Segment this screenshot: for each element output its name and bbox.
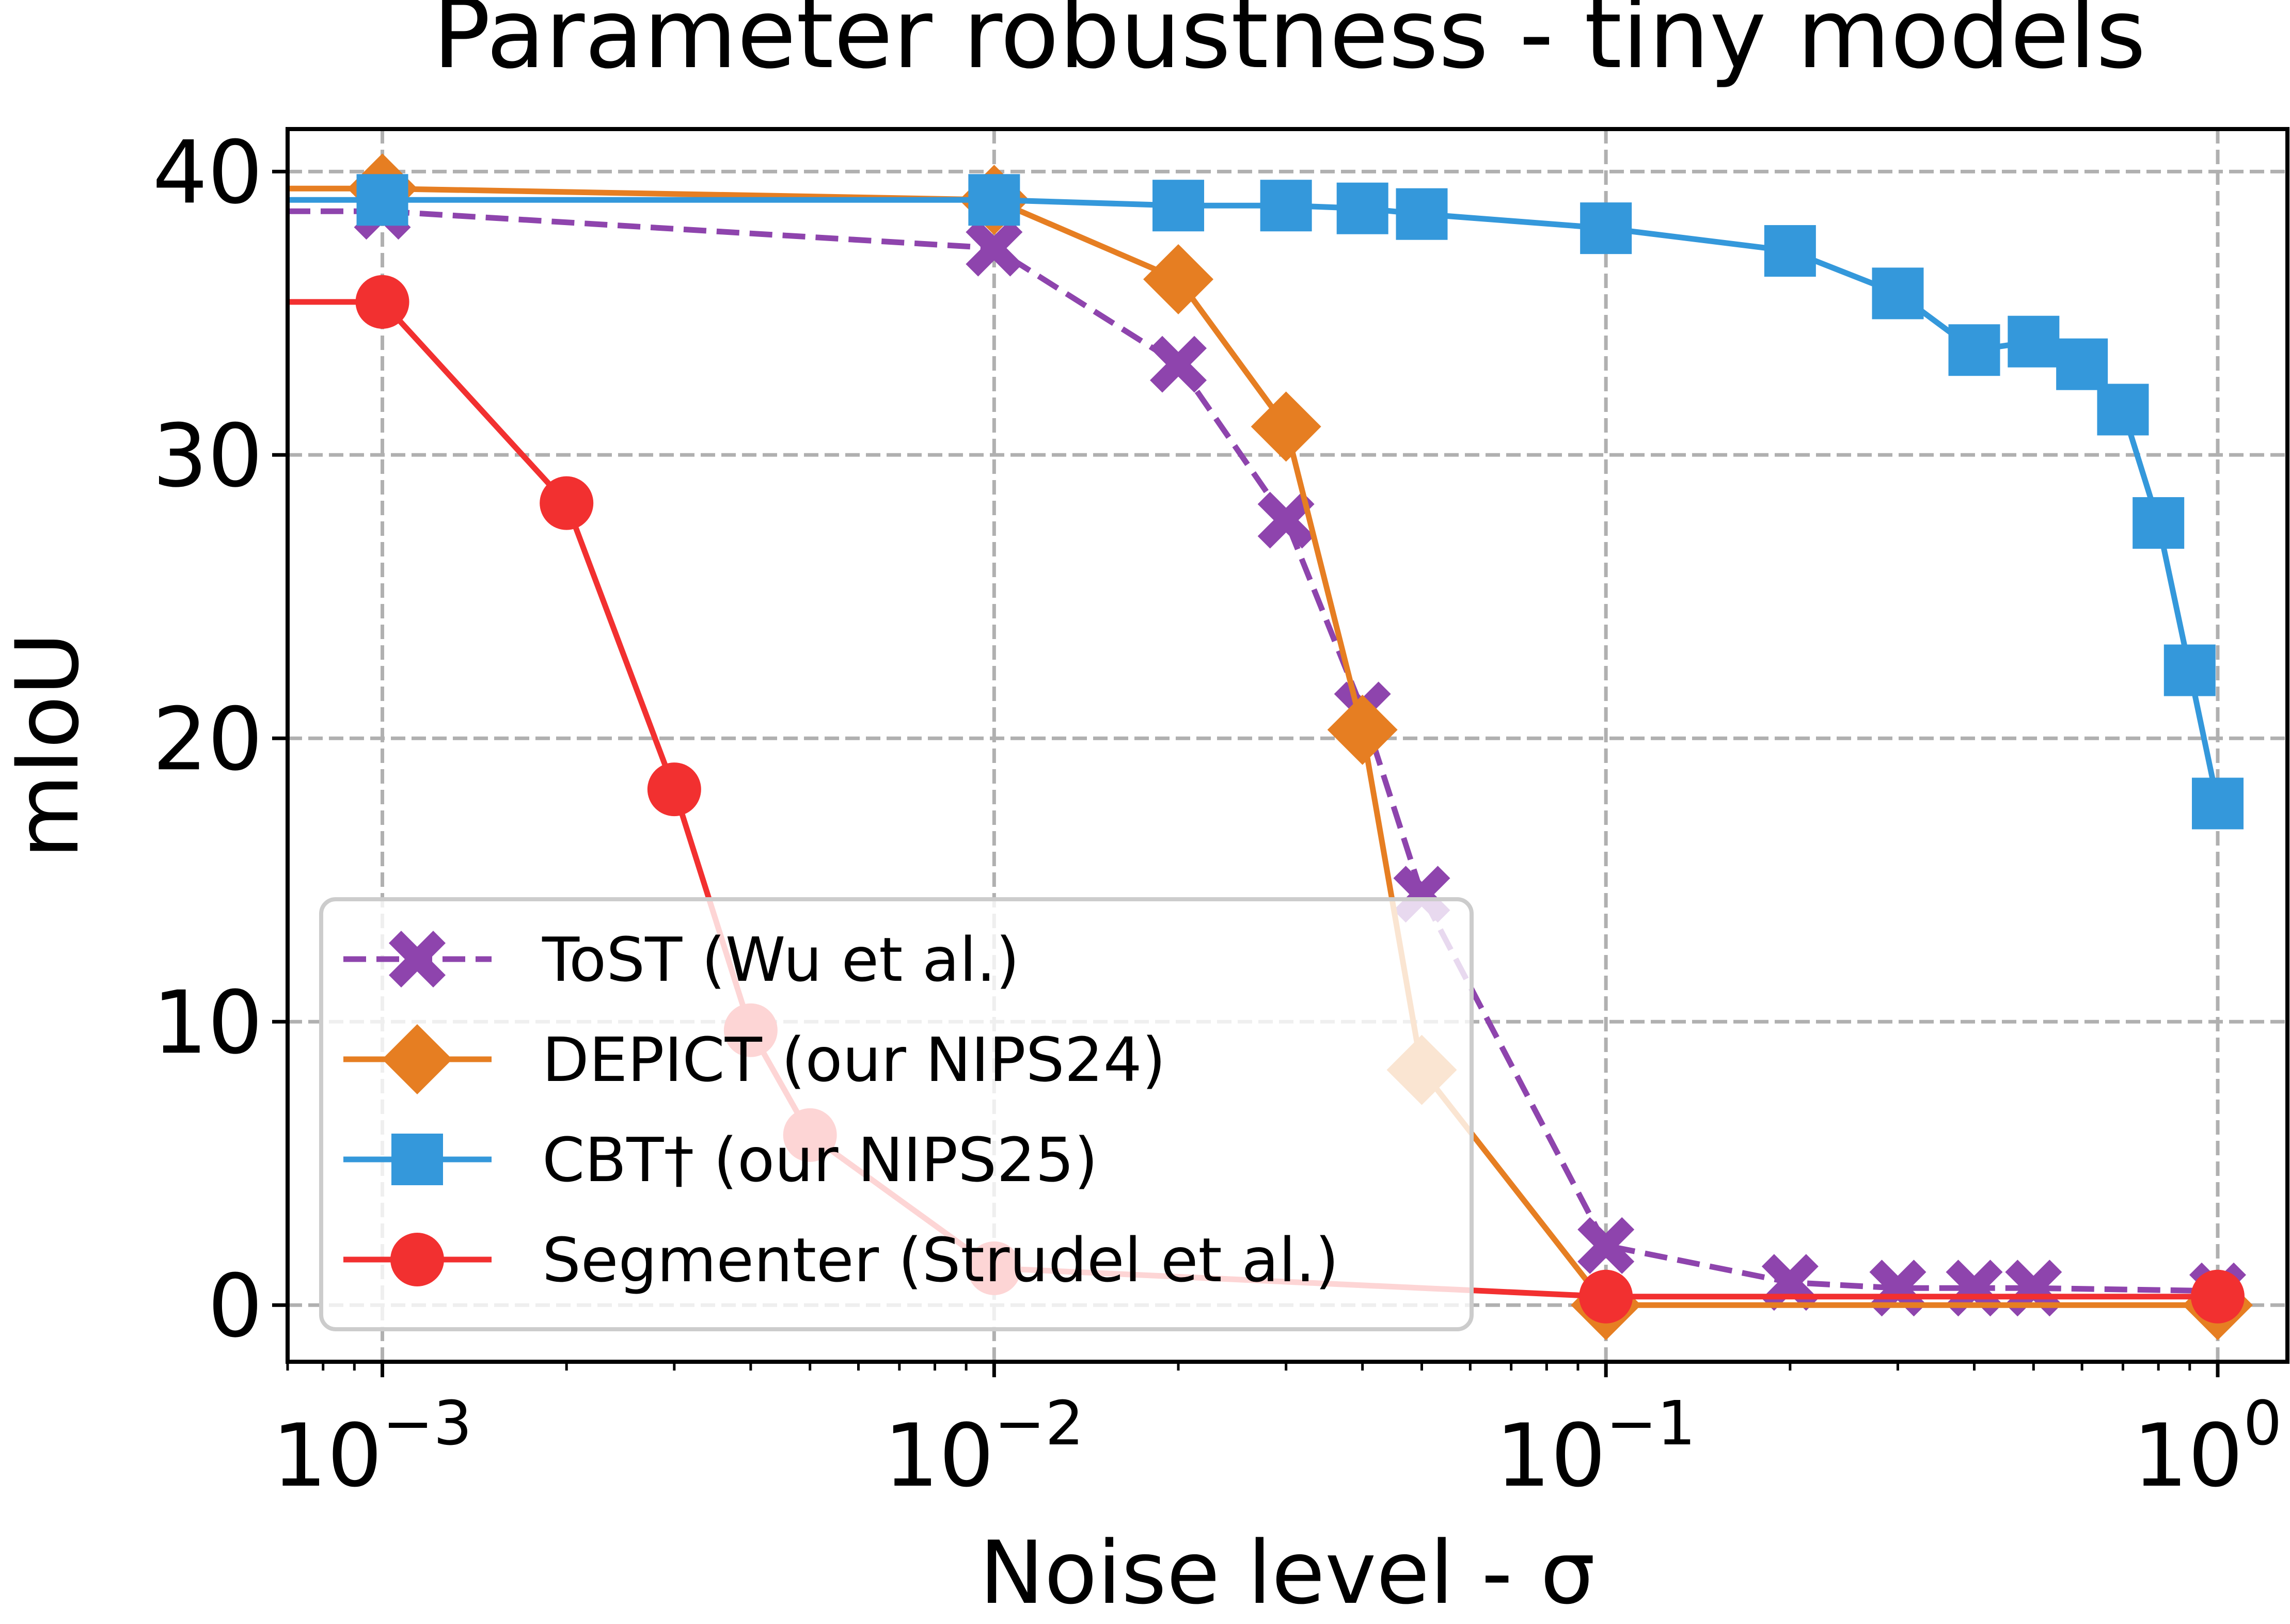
data-point: [1327, 694, 1398, 765]
legend-marker: [389, 931, 446, 988]
data-point: [1579, 1269, 1633, 1324]
x-axis: 10−3 10−2 10−1 100: [272, 1362, 2282, 1506]
data-point: [1764, 225, 1816, 277]
data-point: [1152, 180, 1205, 232]
data-point: [355, 275, 409, 329]
data-point: [1396, 188, 1448, 240]
data-point: [1143, 244, 1214, 314]
legend-marker: [391, 1134, 443, 1185]
y-axis: 0 10 20 30 40: [152, 122, 288, 1357]
data-point: [1251, 391, 1321, 462]
data-point: [647, 762, 701, 817]
y-tick-label: 0: [208, 1255, 263, 1357]
series-2: [288, 174, 2244, 830]
data-point: [2008, 315, 2060, 368]
y-tick-label: 30: [152, 405, 263, 506]
data-point: [1150, 336, 1207, 393]
legend-marker: [390, 1233, 444, 1286]
x-axis-label: Noise level - σ: [980, 1522, 1596, 1623]
data-point: [1260, 180, 1312, 232]
y-tick-label: 20: [152, 689, 263, 790]
data-point: [968, 174, 1020, 226]
legend-label: DEPICT (our NIPS24): [542, 1024, 1166, 1095]
data-point: [2133, 497, 2185, 549]
data-point: [1577, 1217, 1635, 1274]
data-point: [1872, 267, 1924, 320]
legend-box: [319, 897, 1474, 1331]
plot-series: [288, 153, 2253, 1341]
x-tick-label: 10−1: [1495, 1388, 1696, 1506]
data-point: [1580, 202, 1632, 254]
x-tick-label: 10−3: [272, 1388, 472, 1506]
data-point: [2097, 384, 2149, 436]
legend-marker: [382, 1024, 452, 1094]
y-tick-label: 40: [152, 122, 263, 223]
y-axis-label: mIoU: [0, 632, 98, 859]
legend-label: ToST (Wu et al.): [542, 924, 1020, 995]
data-point: [966, 219, 1023, 277]
data-point: [2163, 644, 2216, 696]
legend-label: Segmenter (Strudel et al.): [542, 1224, 1339, 1296]
data-point: [2191, 777, 2244, 830]
x-tick-label: 10−2: [883, 1388, 1084, 1506]
plot-frame: [286, 127, 2289, 1364]
x-tick-label: 100: [2133, 1388, 2282, 1506]
data-point: [1257, 491, 1315, 549]
legend-label: CBT† (our NIPS25): [542, 1124, 1098, 1196]
y-tick-label: 10: [152, 972, 263, 1073]
data-point: [2190, 1269, 2245, 1324]
legend: ToST (Wu et al.) DEPICT (our NIPS24) CBT† …: [319, 897, 1474, 1331]
data-point: [356, 174, 408, 226]
data-point: [540, 476, 594, 530]
data-point: [2056, 338, 2108, 390]
chart-title: Parameter robustness - tiny models: [433, 0, 2146, 90]
data-point: [1336, 182, 1388, 234]
data-point: [1948, 324, 2000, 376]
